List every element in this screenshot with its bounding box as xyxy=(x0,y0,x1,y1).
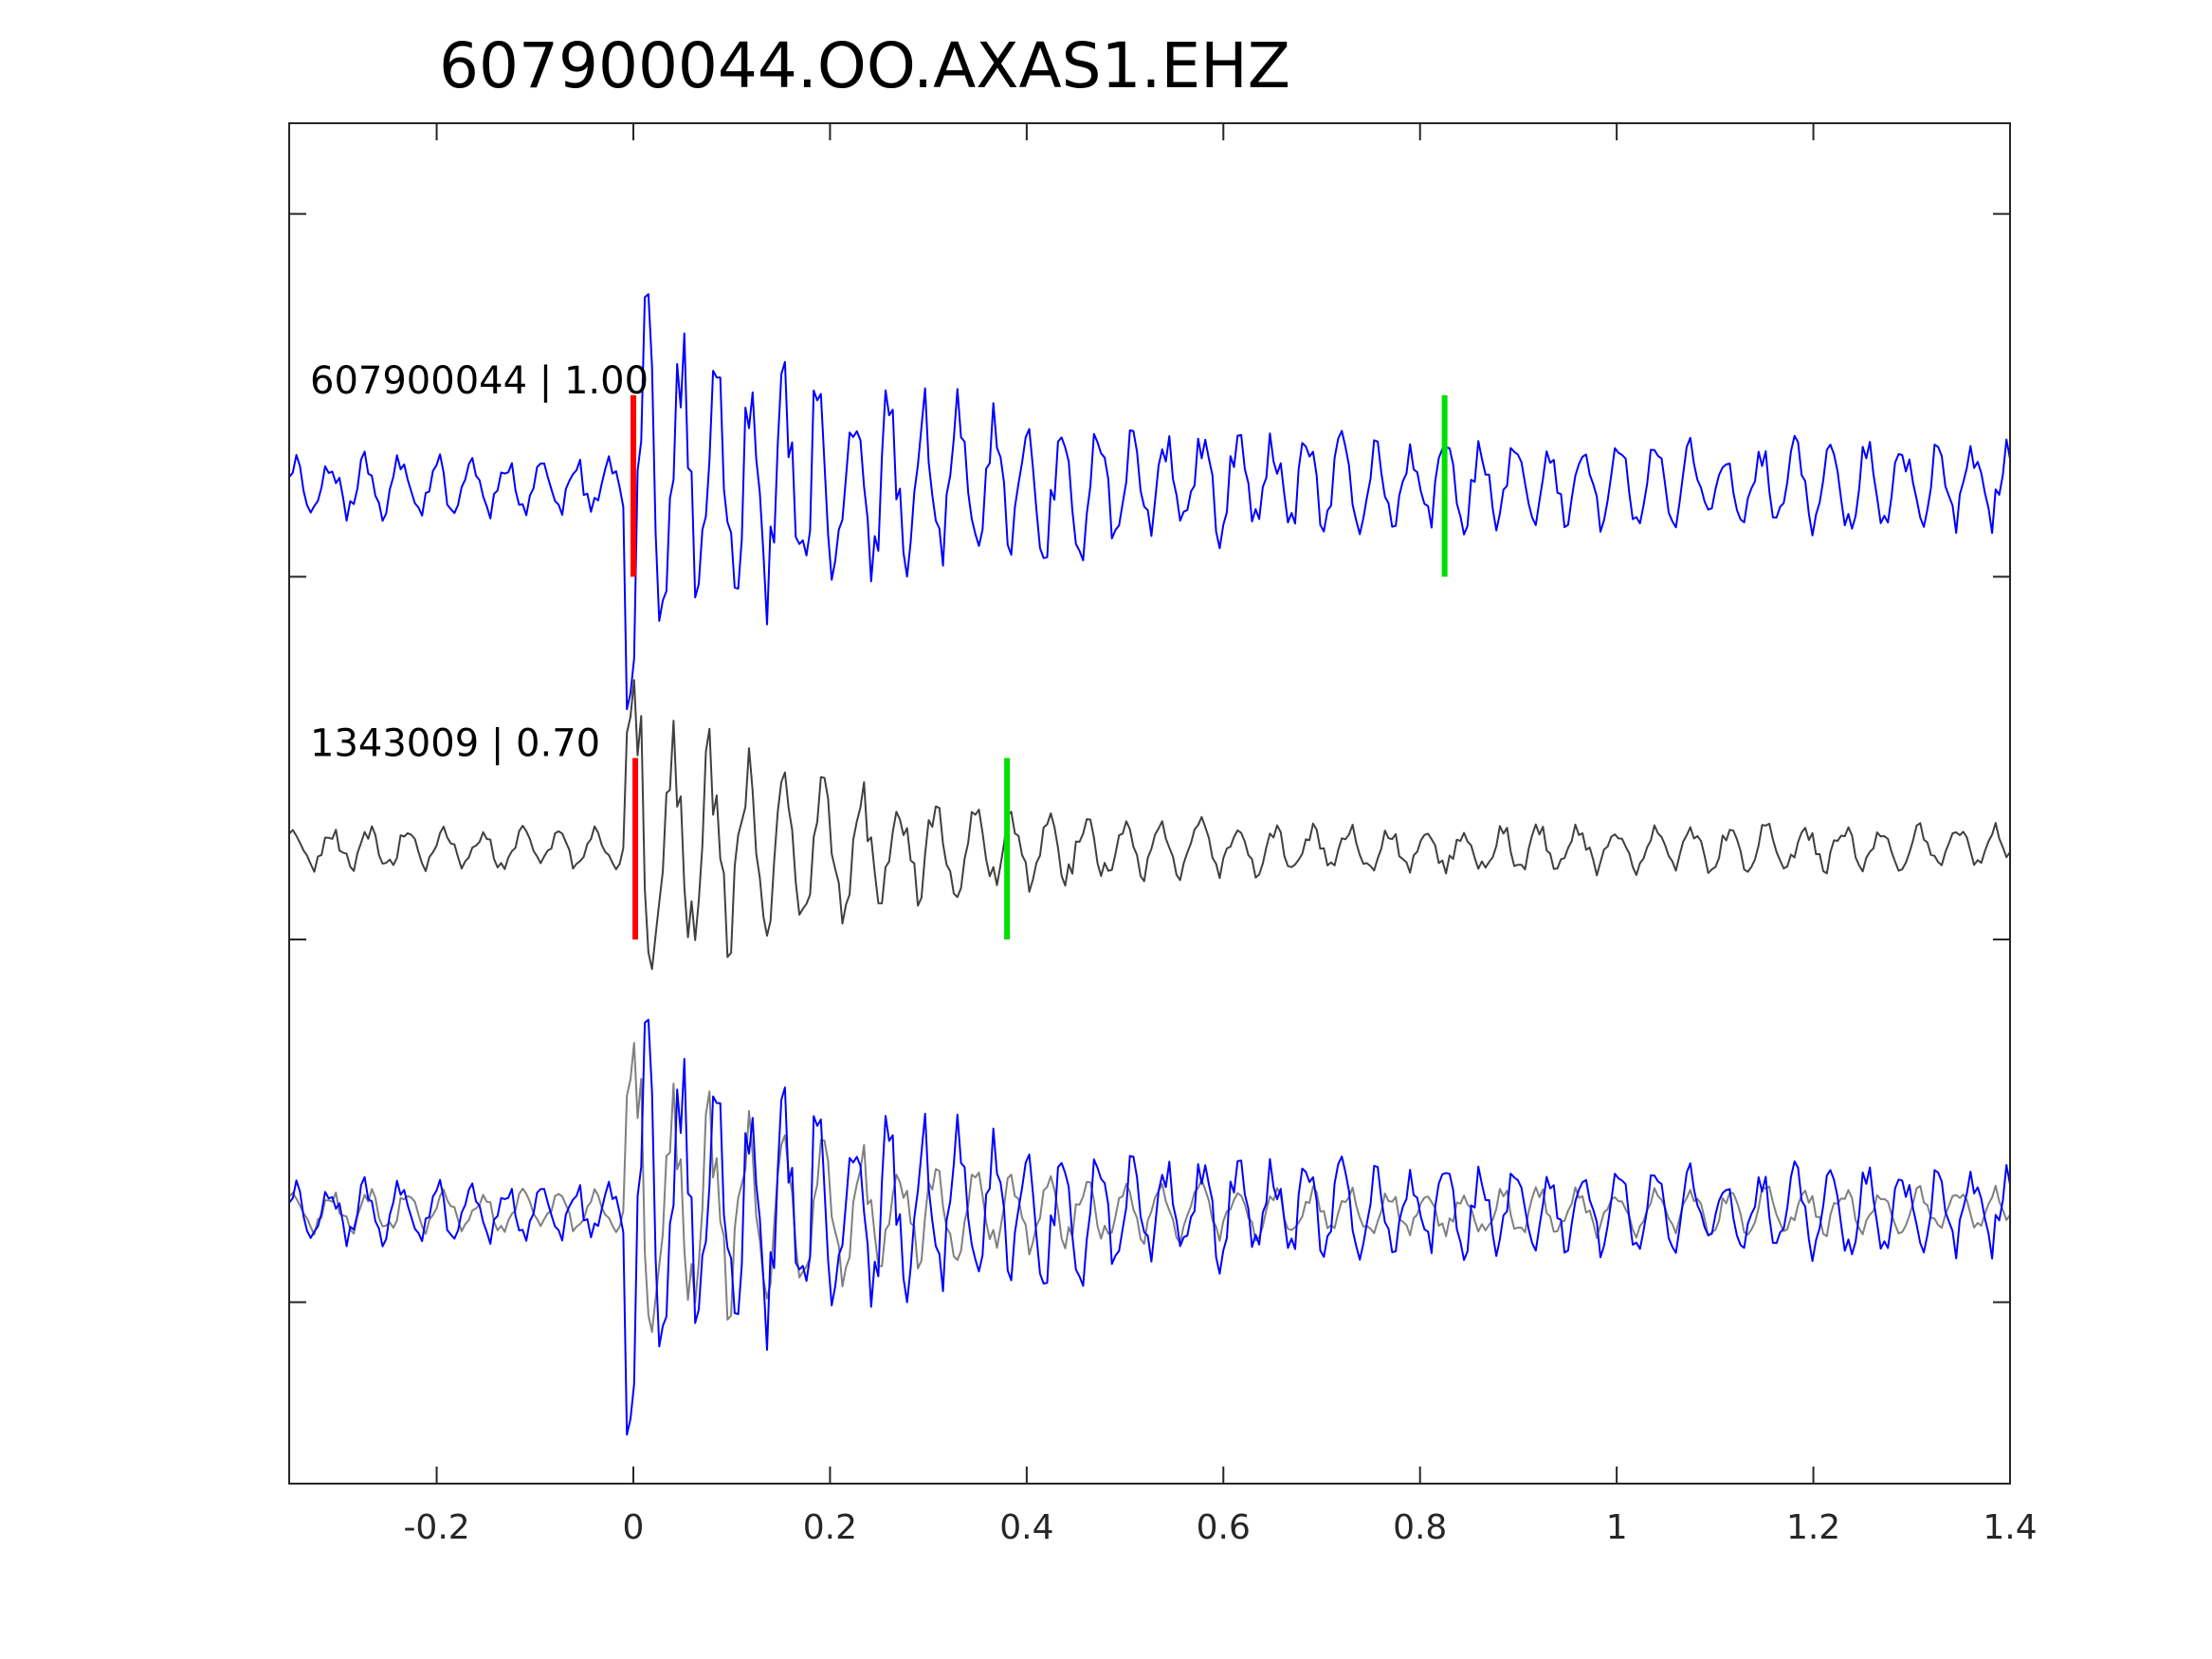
x-axis: -0.2 0 0.2 0.4 0.6 0.8 1 1.2 1.4 xyxy=(403,123,2038,1547)
trace-label-2: 1343009 | 0.70 xyxy=(310,722,600,766)
x-tick-label: 1.4 xyxy=(1983,1508,2037,1547)
x-tick-label: 0 xyxy=(623,1508,645,1547)
x-tick-label: -0.2 xyxy=(403,1508,469,1547)
chart-title: 607900044.OO.AXAS1.EHZ xyxy=(439,29,1290,102)
x-tick-label: 0.6 xyxy=(1197,1508,1251,1547)
trace-label-layer: 607900044 | 1.00 1343009 | 0.70 xyxy=(310,359,649,766)
x-tick-label: 1 xyxy=(1606,1508,1628,1547)
trace-3-overlay-blue xyxy=(288,1018,2011,1436)
x-tick-label: 0.2 xyxy=(803,1508,857,1547)
trace-3-overlay-gray xyxy=(288,1042,2011,1333)
y-axis xyxy=(289,212,2010,1304)
x-tick-label: 1.2 xyxy=(1786,1508,1840,1547)
x-tick-label: 0.4 xyxy=(999,1508,1053,1547)
trace-layer xyxy=(288,293,2011,1436)
trace-2-waveform xyxy=(288,679,2011,971)
x-tick-label: 0.8 xyxy=(1393,1508,1447,1547)
trace-label-1: 607900044 | 1.00 xyxy=(310,359,649,403)
trace-1-waveform xyxy=(288,293,2011,711)
plot-frame xyxy=(288,122,2011,1485)
pick-layer xyxy=(631,395,1448,939)
